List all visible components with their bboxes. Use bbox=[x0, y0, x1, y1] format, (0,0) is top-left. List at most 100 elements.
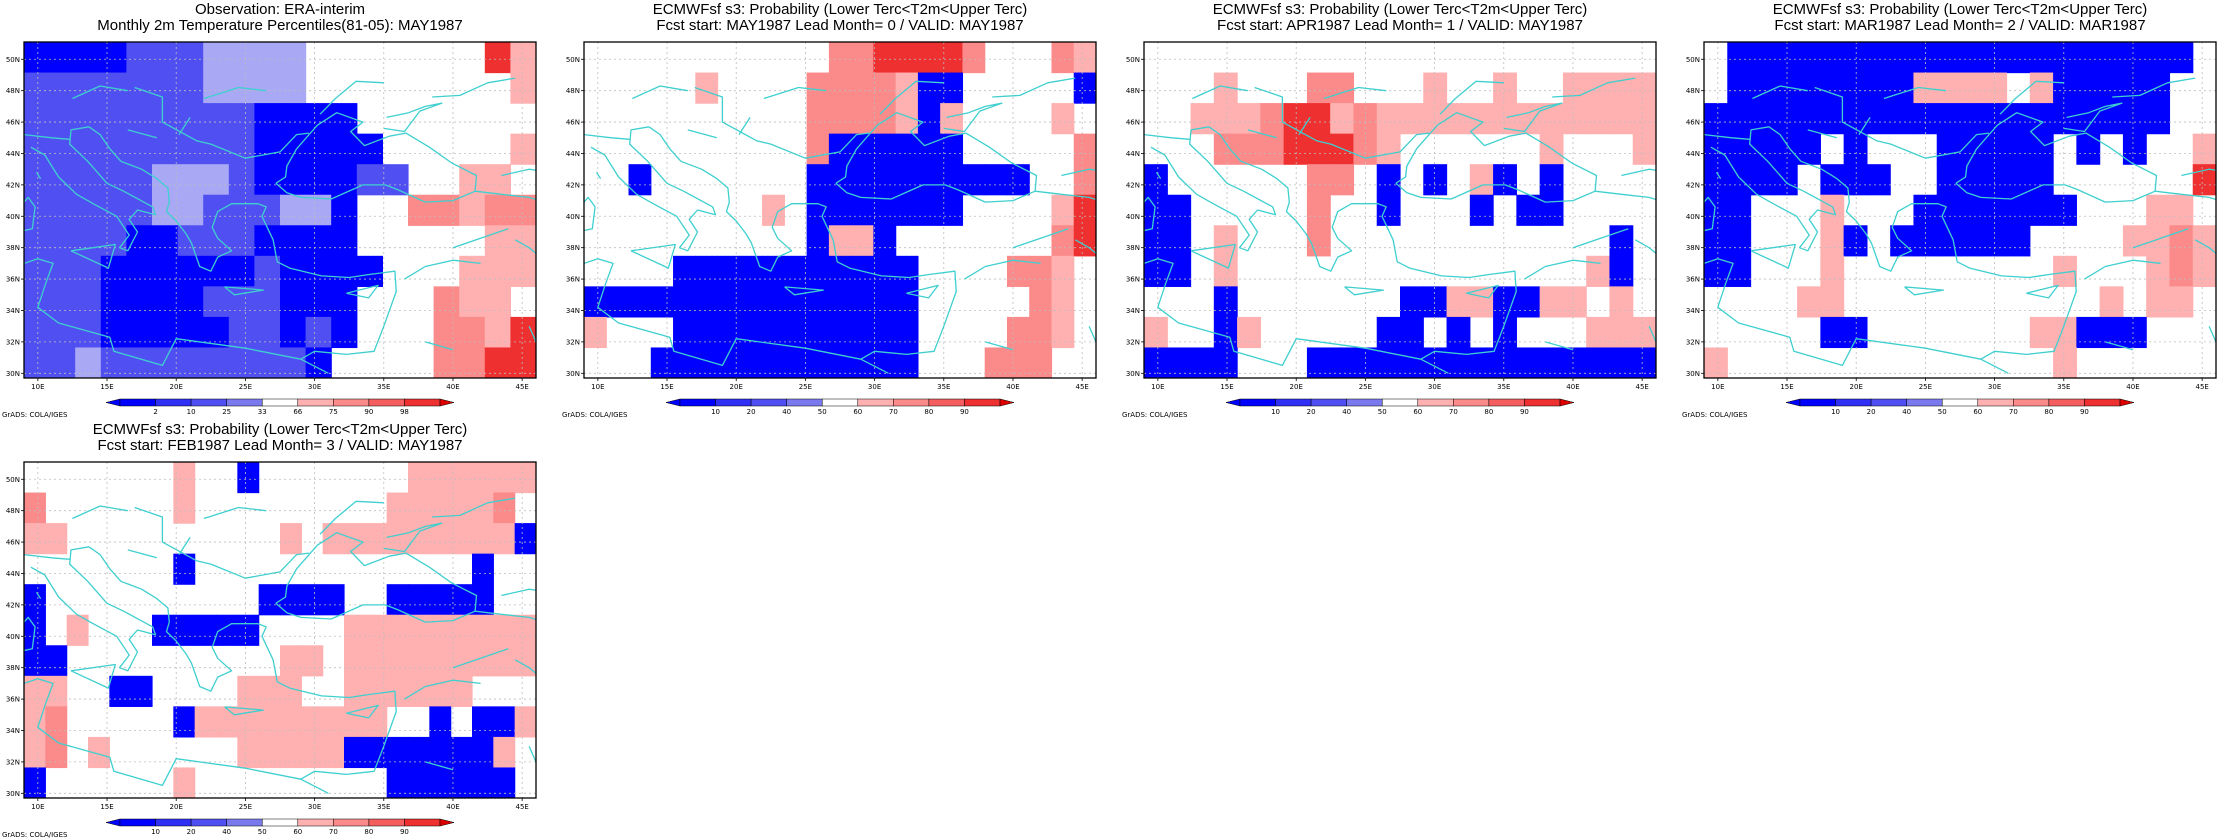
grid-cell bbox=[472, 767, 494, 798]
grid-cell bbox=[1609, 255, 1634, 287]
map-frame bbox=[1703, 41, 2217, 379]
grid-cell bbox=[45, 523, 68, 555]
grid-cell bbox=[254, 72, 281, 104]
colorbar-label: 10 bbox=[151, 828, 160, 836]
grid-cell bbox=[739, 347, 763, 378]
coastline bbox=[404, 259, 481, 280]
x-tick-label: 40E bbox=[1006, 383, 1019, 391]
map-panel-4: ECMWFsf s3: Probability (Lower Terc<T2m<… bbox=[1680, 0, 2240, 420]
y-tick-label: 50N bbox=[1126, 56, 1140, 64]
grid-cell bbox=[895, 255, 919, 287]
colorbar-label: 50 bbox=[818, 408, 827, 416]
grid-cell bbox=[1936, 103, 1961, 135]
colorbar-segment bbox=[1239, 398, 1276, 407]
colorbar-segment bbox=[750, 398, 787, 407]
grid-cell bbox=[510, 225, 536, 257]
grid-cell bbox=[344, 645, 366, 677]
grid-cell bbox=[1516, 347, 1541, 378]
grid-cell bbox=[762, 194, 785, 226]
coastline bbox=[860, 358, 889, 374]
map-panel-1: Observation: ERA-interim Monthly 2m Tempe… bbox=[0, 0, 560, 420]
y-tick-label: 38N bbox=[566, 244, 580, 252]
colorbar: 2 10 25 33 66 75 90 98 bbox=[105, 398, 455, 416]
coastline bbox=[543, 548, 550, 581]
grid-cell bbox=[203, 286, 230, 318]
grid-cell bbox=[331, 194, 358, 226]
x-tick-label: 45E bbox=[1635, 383, 1648, 391]
grid-cell bbox=[1609, 286, 1634, 318]
grid-cell bbox=[2006, 103, 2031, 135]
grid-cell bbox=[280, 523, 302, 555]
y-tick-label: 48N bbox=[1126, 87, 1140, 95]
y-tick-label: 48N bbox=[6, 507, 20, 515]
grid-cell bbox=[177, 72, 204, 104]
coastlines bbox=[1704, 77, 2216, 374]
grid-cell bbox=[126, 255, 153, 287]
grid-cell bbox=[100, 286, 127, 318]
coastline bbox=[2155, 190, 2216, 201]
grid-cell bbox=[24, 492, 46, 524]
grid-cell bbox=[344, 614, 366, 646]
coastline bbox=[35, 591, 42, 599]
x-tick-label: 35E bbox=[377, 803, 390, 811]
x-tick-label: 15E bbox=[1780, 383, 1793, 391]
coastline bbox=[1503, 102, 1563, 133]
grid-cell bbox=[2122, 225, 2147, 257]
y-tick-label: 40N bbox=[566, 213, 580, 221]
grid-cell bbox=[1820, 103, 1845, 135]
panel-title: ECMWFsf s3: Probability (Lower Terc<T2m<… bbox=[92, 421, 468, 438]
grid-cell bbox=[173, 767, 196, 798]
grid-cell bbox=[2076, 316, 2101, 349]
grid-cell bbox=[1376, 103, 1401, 135]
grid-cell bbox=[126, 347, 153, 378]
coastline bbox=[1595, 190, 1656, 201]
grid-cell bbox=[228, 225, 255, 257]
x-tick-label: 40E bbox=[2126, 383, 2139, 391]
grid-cell bbox=[203, 225, 230, 257]
coastline bbox=[1704, 133, 1750, 140]
coastline bbox=[203, 506, 267, 520]
grid-cell bbox=[472, 492, 494, 524]
grid-cell bbox=[472, 736, 494, 769]
y-tick-label: 44N bbox=[1686, 150, 1700, 158]
grid-cell bbox=[828, 133, 852, 165]
grid-cell bbox=[2169, 194, 2194, 226]
colorbar-label: 10 bbox=[1271, 408, 1280, 416]
grid-cell bbox=[194, 614, 217, 646]
grid-cell bbox=[828, 72, 852, 104]
colorbar-label: 90 bbox=[1520, 408, 1529, 416]
grid-cell bbox=[1213, 286, 1238, 318]
coastline bbox=[630, 243, 676, 269]
grid-cell bbox=[75, 347, 102, 378]
coastline bbox=[432, 497, 516, 518]
colorbar-label: 20 bbox=[187, 828, 196, 836]
coastline bbox=[1999, 80, 2064, 115]
grid-cell bbox=[1376, 347, 1401, 378]
grid-cell bbox=[828, 347, 852, 378]
grid-cell bbox=[828, 286, 852, 318]
grid-cell bbox=[1609, 225, 1634, 257]
colorbar-label: 50 bbox=[1938, 408, 1947, 416]
coastline bbox=[1395, 112, 1598, 203]
grid-cell bbox=[510, 316, 536, 349]
y-tick-label: 32N bbox=[6, 338, 20, 346]
coastline bbox=[224, 286, 265, 296]
coastline bbox=[275, 112, 478, 203]
colorbar-label: 80 bbox=[364, 828, 373, 836]
coastline bbox=[985, 341, 1014, 351]
y-tick-label: 36N bbox=[1686, 276, 1700, 284]
coastline bbox=[70, 243, 116, 269]
grid-cell bbox=[2053, 72, 2077, 104]
colorbar-low-arrow bbox=[105, 818, 121, 827]
grid-cell bbox=[237, 736, 260, 769]
coastline bbox=[1466, 284, 1499, 299]
coastline bbox=[1955, 112, 2158, 203]
grid-cell bbox=[459, 255, 486, 287]
grid-cell bbox=[851, 316, 874, 349]
colorbar-segment bbox=[1941, 398, 1979, 407]
grid-cell bbox=[2146, 225, 2171, 257]
grid-cell bbox=[484, 255, 511, 287]
coastline bbox=[1710, 126, 1837, 252]
coastline bbox=[694, 86, 870, 159]
coastline bbox=[475, 610, 536, 621]
